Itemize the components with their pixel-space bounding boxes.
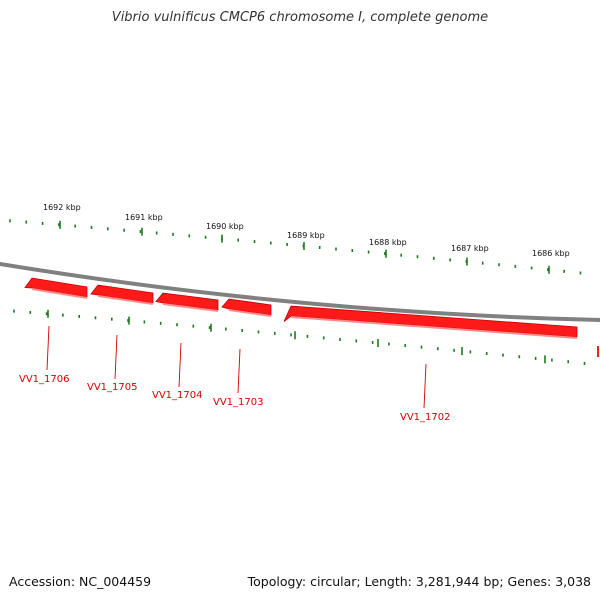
gene-vv1-1704-shadow (162, 303, 219, 312)
gene-track[interactable] (24, 277, 599, 357)
kbp-label-group: 1692 kbp 1691 kbp 1690 kbp 1689 kbp 1688 kbp… (43, 203, 570, 258)
gene-label: VV1_1702 (400, 412, 451, 423)
gene-leader-line (237, 348, 241, 394)
gene-label: VV1_1705 (87, 382, 138, 393)
kbp-label: 1689 kbp (287, 231, 325, 240)
gene-leader-line (423, 363, 427, 409)
gene-leader-line (46, 325, 50, 371)
gene-label: VV1_1703 (213, 397, 264, 408)
chromosome-backbone (0, 262, 600, 322)
gene-vv1-1702[interactable] (283, 305, 578, 338)
gene-vv1-1705[interactable] (90, 284, 154, 304)
gene-vv1-1706-shadow (31, 288, 88, 299)
gene-vv1-1706[interactable] (24, 277, 88, 298)
kbp-label: 1686 kbp (532, 249, 570, 258)
kbp-label: 1687 kbp (451, 244, 489, 253)
gene-vv1-1703[interactable] (221, 298, 272, 316)
map-title: Vibrio vulnificus CMCP6 chromosome I, co… (111, 10, 489, 25)
gene-vv1-1703-shadow (228, 309, 272, 317)
kbp-label: 1688 kbp (369, 238, 407, 247)
gene-vv1-1704[interactable] (155, 292, 219, 311)
kbp-label: 1691 kbp (125, 213, 163, 222)
kbp-label: 1692 kbp (43, 203, 81, 212)
inner-tick-track (13, 309, 586, 365)
topology-summary: Topology: circular; Length: 3,281,944 bp… (247, 574, 591, 589)
gene-label-group: VV1_1706 VV1_1705 VV1_1704 VV1_1703 VV1_1702 (19, 325, 451, 423)
outer-tick-track (9, 219, 582, 275)
accession-text: Accession: NC_004459 (9, 574, 152, 589)
gene-vv1-1705-shadow (97, 295, 154, 305)
gene-leader-line (178, 342, 182, 388)
kbp-label: 1690 kbp (206, 222, 244, 231)
gene-leader-line (114, 334, 118, 380)
gene-vv1-1702-shadow (290, 316, 578, 339)
gene-label: VV1_1704 (152, 390, 203, 401)
gene-label: VV1_1706 (19, 374, 70, 385)
